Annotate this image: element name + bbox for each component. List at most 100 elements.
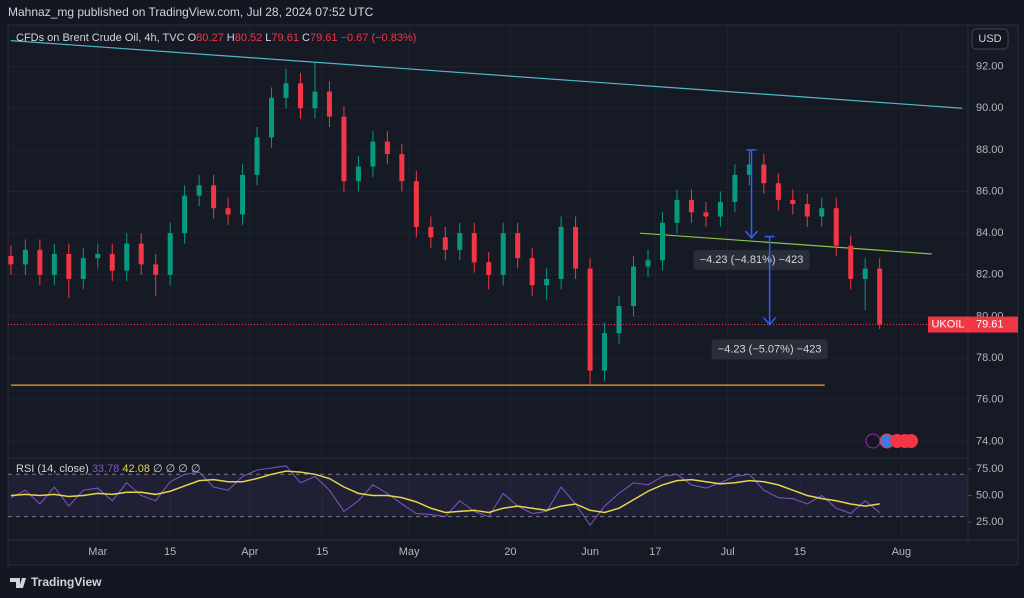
rsi-title: RSI (14, close) (16, 463, 92, 475)
trend-line (639, 232, 932, 255)
x-tick-label: 20 (504, 546, 516, 558)
rsi-value: 33.78 (92, 463, 123, 475)
candle-body (674, 199, 680, 223)
candle-body (587, 268, 593, 371)
candle-body (138, 243, 144, 265)
candle-body (95, 253, 101, 259)
candle-body (399, 154, 405, 182)
y-tick-label: 76.00 (976, 394, 1004, 406)
candle-body (746, 164, 752, 175)
ohlc-value: 80.52 (235, 32, 266, 44)
candle-body (703, 212, 709, 217)
x-tick-label: Jul (721, 546, 735, 558)
candle-body (370, 141, 376, 167)
candle-body (819, 208, 825, 217)
rsi-line (10, 465, 880, 527)
candle-body (790, 199, 796, 205)
candle-body (761, 164, 767, 184)
candle-body (283, 83, 289, 98)
candle-body (413, 181, 419, 227)
candle-body (80, 258, 86, 279)
legend: CFDs on Brent Crude Oil, 4h, TVC O80.27 … (16, 32, 416, 44)
candle-body (297, 83, 303, 109)
event-icons (865, 433, 918, 449)
y-tick-label: 86.00 (976, 185, 1004, 197)
x-tick-label: Aug (892, 546, 912, 558)
measure-label: −4.23 (−4.81%) −423 (700, 254, 804, 266)
byline: Mahnaz_mg published on TradingView.com, … (8, 5, 374, 19)
currency[interactable]: USD (978, 33, 1001, 45)
candle-body (326, 91, 332, 117)
candle-body (877, 268, 883, 325)
y-tick-label: 78.00 (976, 352, 1004, 364)
x-tick-label: 15 (794, 546, 806, 558)
candle-body (51, 253, 57, 275)
ohlc-value: 79.61 (271, 32, 302, 44)
candle-body (442, 237, 448, 250)
x-tick-label: Apr (241, 546, 258, 558)
candle-body (167, 233, 173, 275)
candle-body (384, 141, 390, 155)
x-tick-label: 17 (649, 546, 661, 558)
last-price-label: 79.61 (976, 318, 1004, 330)
candle-body (659, 222, 665, 261)
x-tick-label: 15 (164, 546, 176, 558)
candle-body (457, 233, 463, 250)
y-tick-label: 75.00 (976, 463, 1004, 475)
candle-body (182, 195, 188, 234)
change: −0.67 (−0.83%) (341, 32, 417, 44)
candle-body (616, 306, 622, 334)
candle-body (833, 208, 839, 246)
candle-body (500, 233, 506, 275)
legend-title: CFDs on Brent Crude Oil, 4h, TVC (16, 32, 188, 44)
measure-box (711, 339, 828, 360)
candle-body (732, 174, 738, 202)
icon (865, 433, 881, 449)
chart-panel (7, 24, 1019, 566)
y-tick-label: 50.00 (976, 489, 1004, 501)
ohlc-value: 79.61 (310, 32, 341, 44)
candle-body (225, 208, 231, 215)
candle-body (529, 258, 535, 286)
y-tick-label: 90.00 (976, 102, 1004, 114)
arrow-head (763, 317, 777, 326)
logo (10, 578, 26, 588)
candle-body (341, 116, 347, 182)
symbol-label: UKOIL (931, 318, 964, 330)
arrow-head (744, 230, 759, 240)
currency-button[interactable] (971, 28, 1009, 50)
candle-body (124, 243, 130, 271)
rsi-line (10, 470, 880, 514)
candle-body (848, 245, 854, 279)
candle-body (717, 201, 723, 217)
candle-body (645, 260, 651, 267)
y-tick-label: 92.00 (976, 61, 1004, 73)
x-tick-label: 15 (316, 546, 328, 558)
candle-body (211, 185, 217, 209)
candle-body (688, 199, 694, 213)
candle-body (355, 166, 361, 182)
y-tick-label: 82.00 (976, 269, 1004, 281)
symbol-badge (928, 316, 968, 333)
candle-body (544, 278, 550, 286)
candle-body (558, 226, 564, 279)
candle-body (37, 249, 43, 275)
candle-body (602, 333, 608, 371)
ohlc-key: H (227, 32, 235, 44)
candle-body (631, 266, 637, 307)
ohlc-key: O (188, 32, 197, 44)
candle-body (428, 226, 434, 238)
y-tick-label: 25.00 (976, 516, 1004, 528)
y-tick-label: 84.00 (976, 227, 1004, 239)
ohlc-value: 80.27 (196, 32, 227, 44)
measure-label: −4.23 (−5.07%) −423 (718, 343, 822, 355)
candle-body (66, 253, 72, 279)
measure-box (693, 249, 810, 270)
candle-body (196, 185, 202, 196)
candle-body (153, 264, 159, 275)
trend-line (10, 40, 963, 109)
candle-body (312, 91, 318, 109)
x-tick-label: May (399, 546, 420, 558)
candle-body (804, 204, 810, 217)
